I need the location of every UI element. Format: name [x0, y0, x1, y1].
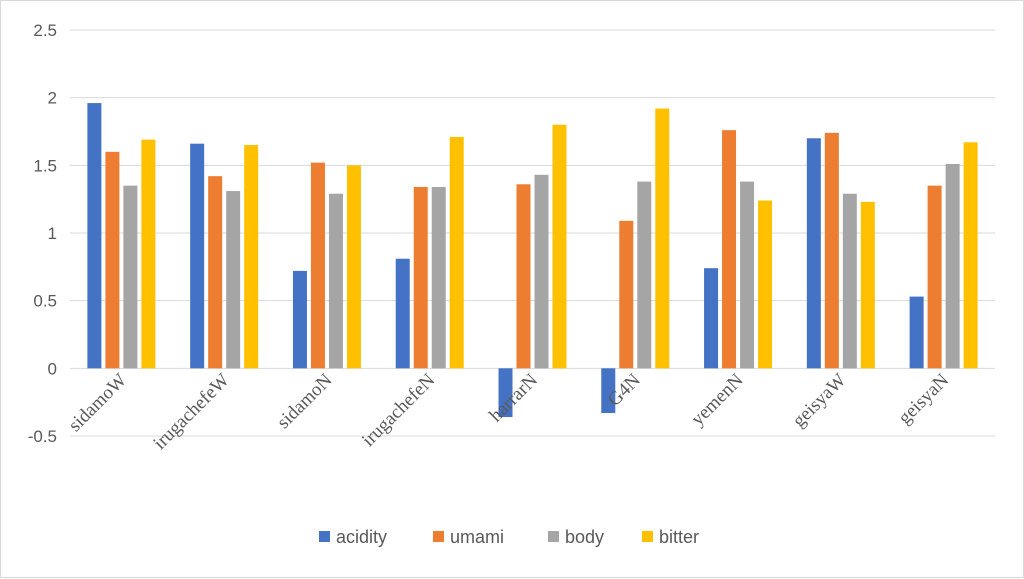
- x-category-label: sidamoN: [273, 369, 337, 433]
- x-category-label: harrarN: [485, 369, 542, 426]
- bar-acidity-irugachefeN: [395, 258, 410, 369]
- bar-body-sidamoW: [123, 185, 138, 369]
- bar-body-irugachefeN: [431, 186, 446, 369]
- x-category-label: irugachefeW: [149, 370, 233, 454]
- bar-umami-G4N: [619, 220, 634, 369]
- bar-body-sidamoN: [328, 193, 343, 369]
- bar-umami-sidamoN: [310, 162, 325, 369]
- y-tick-label: 0: [48, 359, 57, 378]
- bar-acidity-sidamoN: [292, 270, 307, 369]
- bar-umami-geisyaW: [824, 132, 839, 369]
- bar-umami-harrarN: [516, 184, 531, 369]
- x-category-label: irugachefeN: [358, 369, 439, 450]
- bar-bitter-sidamoN: [346, 165, 361, 369]
- legend: acidity umami body bitter: [319, 527, 699, 547]
- bar-bitter-sidamoW: [141, 139, 156, 369]
- bar-body-irugachefeW: [226, 191, 241, 369]
- bar-body-harrarN: [534, 174, 549, 369]
- bar-acidity-geisyaW: [806, 138, 821, 369]
- y-tick-label: 1.5: [33, 156, 57, 175]
- legend-label-bitter: bitter: [659, 527, 699, 547]
- bar-umami-yemenN: [722, 130, 737, 369]
- y-tick-label: 1: [48, 224, 57, 243]
- bar-bitter-harrarN: [552, 124, 567, 369]
- y-tick-label: 2.5: [33, 21, 57, 40]
- legend-swatch-body: [548, 531, 559, 542]
- legend-swatch-acidity: [319, 531, 330, 542]
- legend-swatch-bitter: [642, 531, 653, 542]
- bar-acidity-harrarN: [498, 368, 513, 418]
- bar-bitter-G4N: [655, 108, 670, 369]
- bar-body-geisyaW: [842, 193, 857, 369]
- bar-bitter-geisyaN: [963, 142, 978, 369]
- bar-bitter-yemenN: [758, 200, 773, 369]
- bar-acidity-geisyaN: [909, 296, 924, 369]
- y-tick-label: -0.5: [28, 427, 57, 446]
- bar-body-geisyaN: [945, 163, 960, 369]
- bar-umami-geisyaN: [927, 185, 942, 369]
- legend-swatch-umami: [433, 531, 444, 542]
- gridlines: [70, 29, 995, 437]
- y-tick-label: 0.5: [33, 292, 57, 311]
- x-category-label: geisyaW: [789, 370, 851, 432]
- bar-umami-irugachefeW: [208, 176, 223, 369]
- bar-body-G4N: [637, 181, 652, 369]
- y-tick-label: 2: [48, 89, 57, 108]
- x-category-label: sidamoW: [65, 370, 131, 436]
- bar-acidity-yemenN: [704, 268, 719, 369]
- legend-label-body: body: [565, 527, 604, 547]
- bars: [87, 103, 978, 418]
- bar-bitter-irugachefeW: [244, 145, 259, 369]
- bar-bitter-irugachefeN: [449, 136, 464, 369]
- bar-bitter-geisyaW: [860, 201, 875, 369]
- bar-umami-irugachefeN: [413, 186, 428, 369]
- legend-label-umami: umami: [450, 527, 504, 547]
- bar-acidity-irugachefeW: [190, 143, 205, 369]
- bar-umami-sidamoW: [105, 151, 120, 369]
- bar-acidity-sidamoW: [87, 103, 102, 369]
- bar-acidity-G4N: [601, 368, 616, 413]
- x-category-label: geisyaN: [894, 369, 953, 428]
- legend-label-acidity: acidity: [336, 527, 387, 547]
- bar-body-yemenN: [740, 181, 755, 369]
- y-axis-ticks: -0.5 0 0.5 1 1.5 2 2.5: [28, 21, 57, 446]
- x-category-label: yemenN: [687, 369, 748, 430]
